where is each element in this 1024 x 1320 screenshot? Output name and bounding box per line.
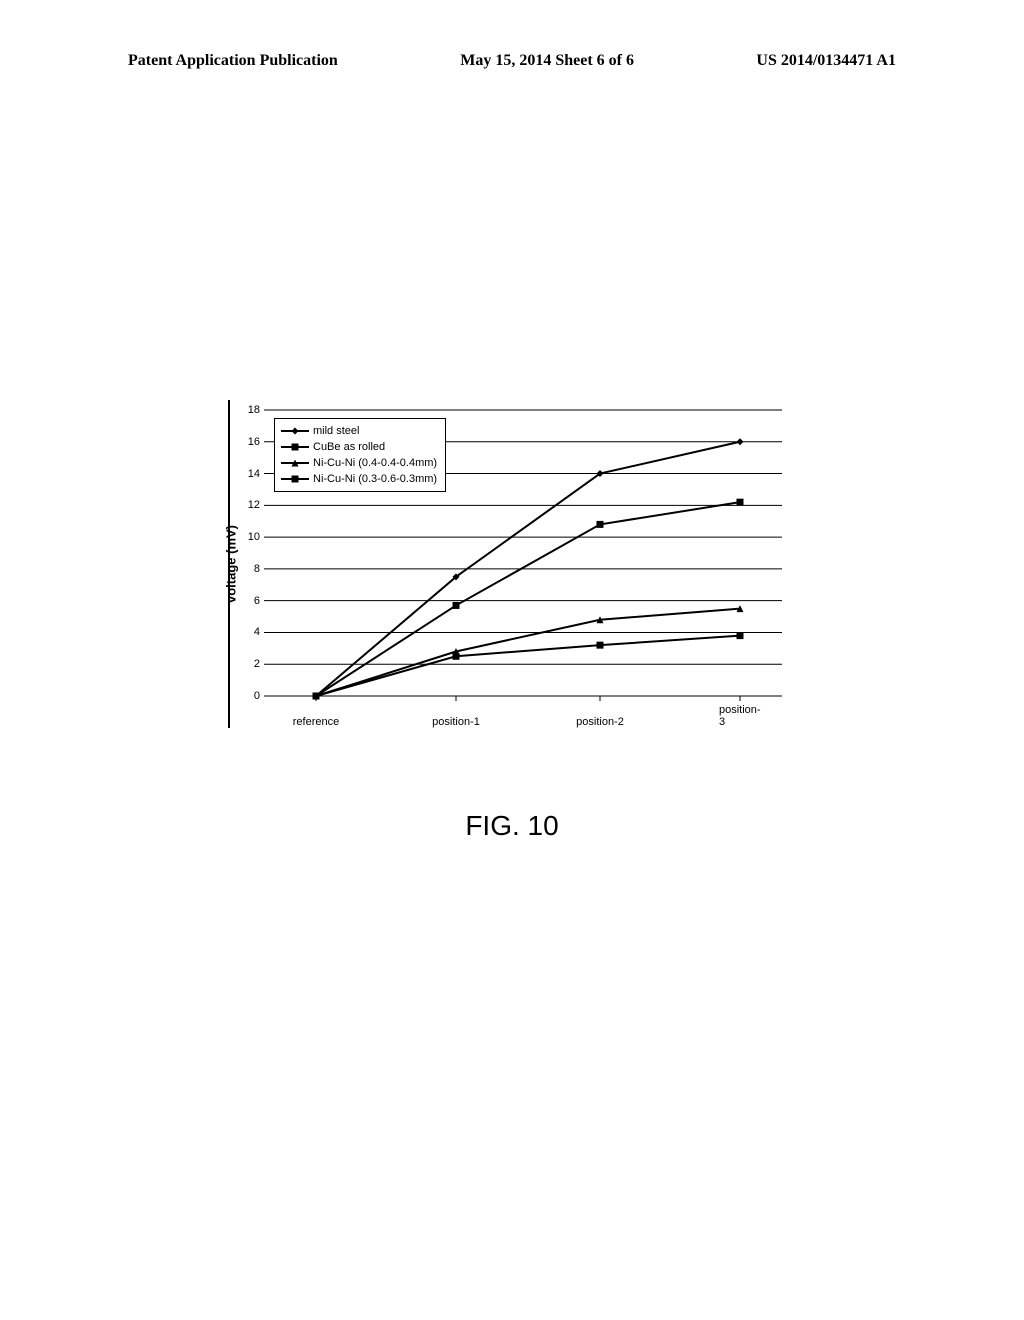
y-tick: 12 <box>240 499 260 511</box>
legend-item: CuBe as rolled <box>281 439 437 455</box>
y-tick: 16 <box>240 436 260 448</box>
y-tick: 0 <box>240 690 260 702</box>
y-tick: 6 <box>240 595 260 607</box>
y-axis-label: voltage (mV) <box>224 525 239 603</box>
legend-label: mild steel <box>313 425 359 437</box>
legend-marker <box>281 478 309 480</box>
legend-marker <box>281 430 309 432</box>
x-tick: position-1 <box>432 716 480 728</box>
chart: voltage (mV) 024681012141618 referencepo… <box>228 400 782 728</box>
legend-label: Ni-Cu-Ni (0.4-0.4-0.4mm) <box>313 457 437 469</box>
y-tick: 4 <box>240 626 260 638</box>
header-left: Patent Application Publication <box>128 52 338 70</box>
legend-item: Ni-Cu-Ni (0.3-0.6-0.3mm) <box>281 471 437 487</box>
page-header: Patent Application Publication May 15, 2… <box>0 52 1024 70</box>
legend: mild steel CuBe as rolled Ni-Cu-Ni (0.4-0.… <box>274 418 446 492</box>
legend-item: Ni-Cu-Ni (0.4-0.4-0.4mm) <box>281 455 437 471</box>
y-tick: 2 <box>240 658 260 670</box>
legend-marker <box>281 462 309 464</box>
figure-caption: FIG. 10 <box>0 810 1024 842</box>
page: Patent Application Publication May 15, 2… <box>0 0 1024 1320</box>
legend-label: Ni-Cu-Ni (0.3-0.6-0.3mm) <box>313 473 437 485</box>
header-right: US 2014/0134471 A1 <box>756 52 896 70</box>
y-tick: 18 <box>240 404 260 416</box>
legend-item: mild steel <box>281 423 437 439</box>
legend-marker <box>281 446 309 448</box>
x-tick: position-2 <box>576 716 624 728</box>
y-tick: 14 <box>240 468 260 480</box>
x-tick: reference <box>293 716 339 728</box>
y-tick: 10 <box>240 531 260 543</box>
header-mid: May 15, 2014 Sheet 6 of 6 <box>460 52 634 70</box>
y-tick: 8 <box>240 563 260 575</box>
legend-label: CuBe as rolled <box>313 441 385 453</box>
